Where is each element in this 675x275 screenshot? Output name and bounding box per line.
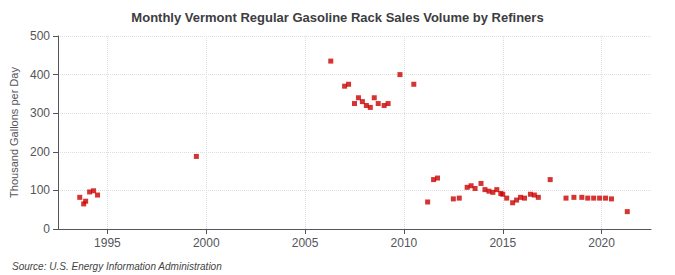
svg-text:2005: 2005 (292, 236, 319, 250)
svg-text:500: 500 (30, 29, 50, 43)
svg-text:100: 100 (30, 183, 50, 197)
svg-text:2020: 2020 (588, 236, 615, 250)
svg-text:Source: U.S. Energy Informatio: Source: U.S. Energy Information Administ… (12, 261, 222, 272)
svg-text:Thousand Gallons per Day: Thousand Gallons per Day (8, 67, 20, 198)
svg-text:1995: 1995 (94, 236, 121, 250)
svg-text:400: 400 (30, 68, 50, 82)
svg-text:2010: 2010 (391, 236, 418, 250)
svg-text:200: 200 (30, 145, 50, 159)
svg-text:0: 0 (43, 222, 50, 236)
svg-text:300: 300 (30, 106, 50, 120)
svg-text:2000: 2000 (193, 236, 220, 250)
svg-text:Monthly Vermont Regular Gasoli: Monthly Vermont Regular Gasoline Rack Sa… (131, 10, 543, 25)
svg-text:2015: 2015 (489, 236, 516, 250)
